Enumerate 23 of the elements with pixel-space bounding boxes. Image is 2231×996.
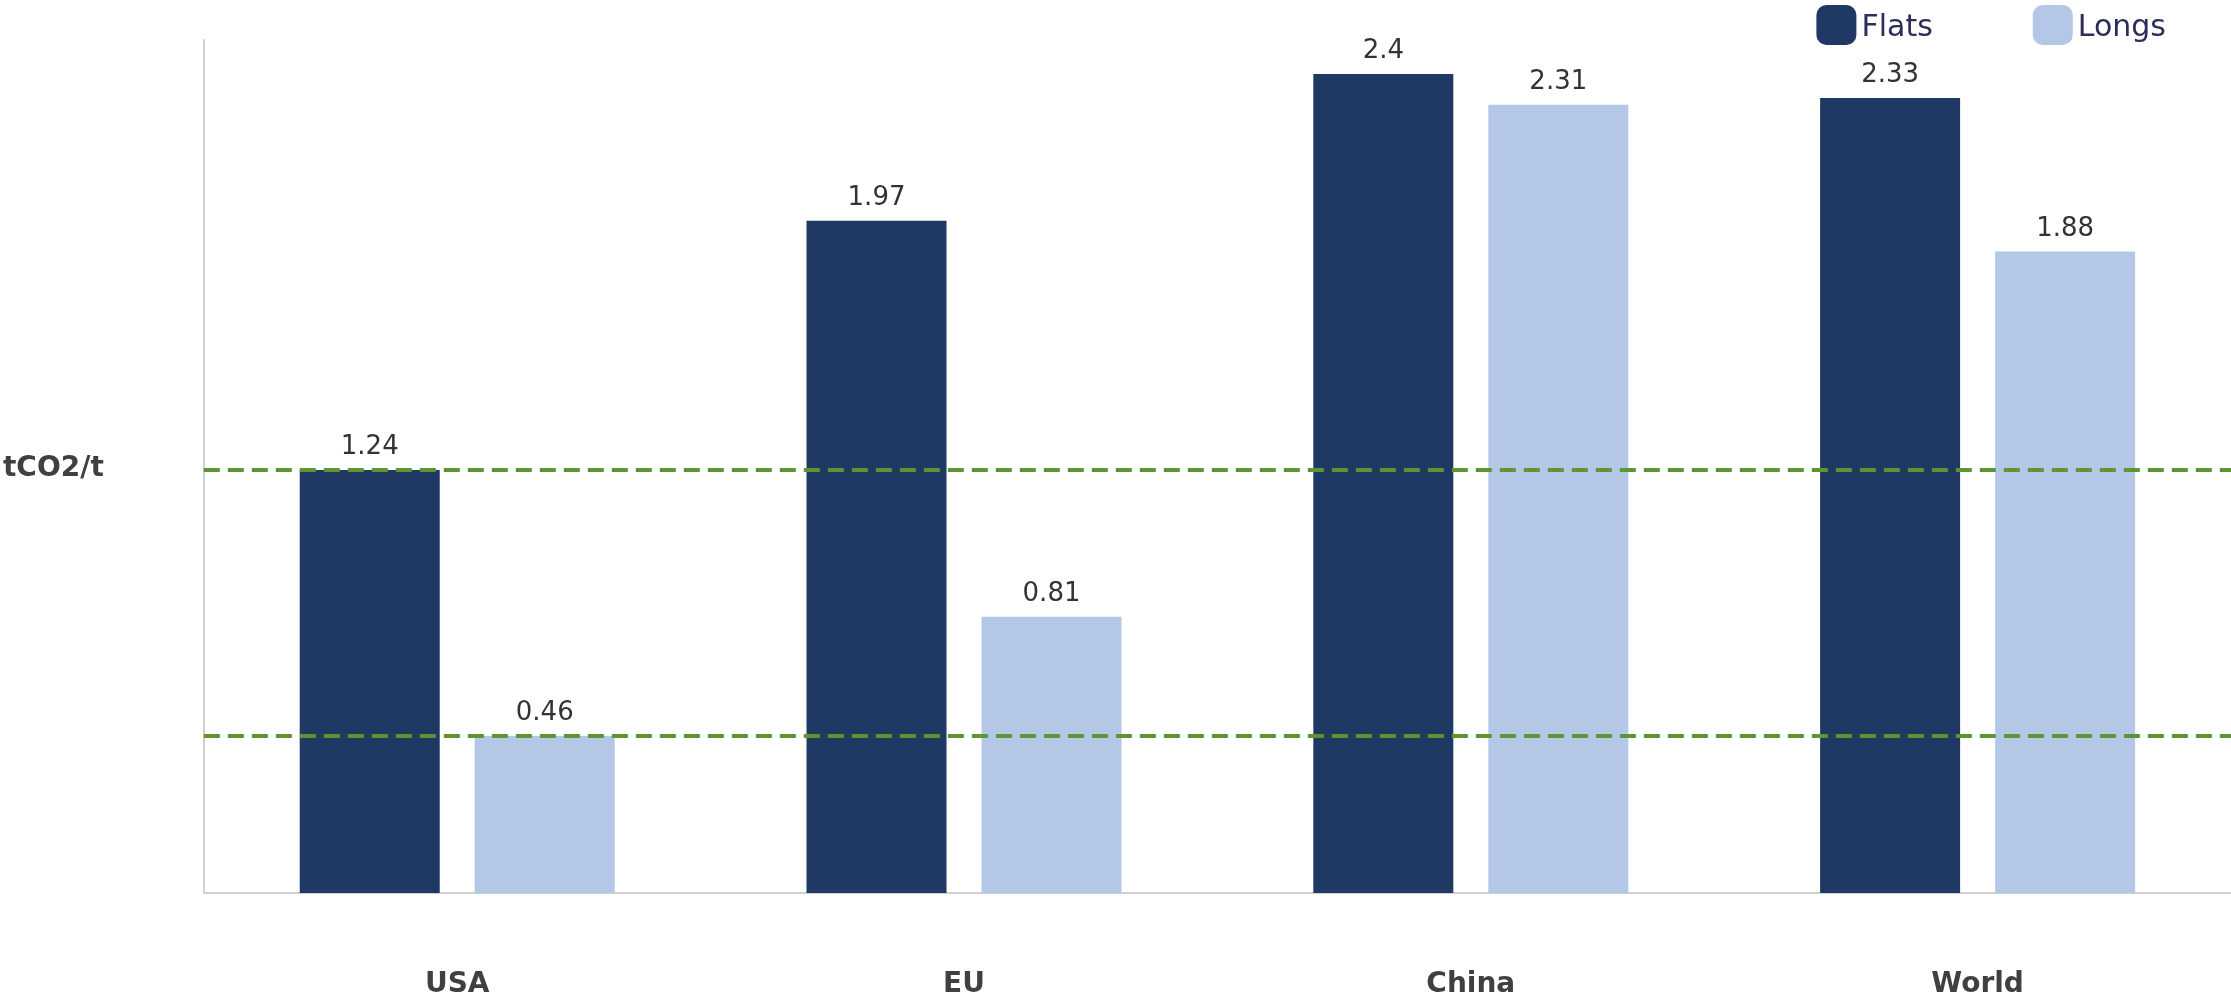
data-label: 2.4 xyxy=(1362,34,1404,65)
data-label: 2.33 xyxy=(1861,58,1920,88)
data-label: 2.31 xyxy=(1529,64,1588,95)
x-tick-label: USA xyxy=(424,965,490,996)
bar xyxy=(474,736,615,893)
data-label: 0.81 xyxy=(1022,576,1081,607)
bar xyxy=(806,220,947,893)
bar xyxy=(981,616,1122,893)
bar xyxy=(1995,251,2136,893)
data-label: 1.24 xyxy=(340,429,399,460)
bar xyxy=(299,469,440,893)
legend-label: Longs xyxy=(2077,7,2167,43)
bar xyxy=(1488,104,1629,893)
data-label: 1.97 xyxy=(847,180,906,211)
legend-label: Flats xyxy=(1861,7,1933,43)
y-axis-title: tCO2/t xyxy=(2,450,104,483)
data-label: 0.46 xyxy=(515,696,574,727)
x-tick-label: China xyxy=(1426,965,1516,996)
x-tick-label: EU xyxy=(943,965,985,996)
bar xyxy=(1313,74,1454,893)
bar xyxy=(1820,98,1961,893)
data-label: 1.88 xyxy=(2036,211,2095,242)
x-tick-label: World xyxy=(1931,965,2024,996)
